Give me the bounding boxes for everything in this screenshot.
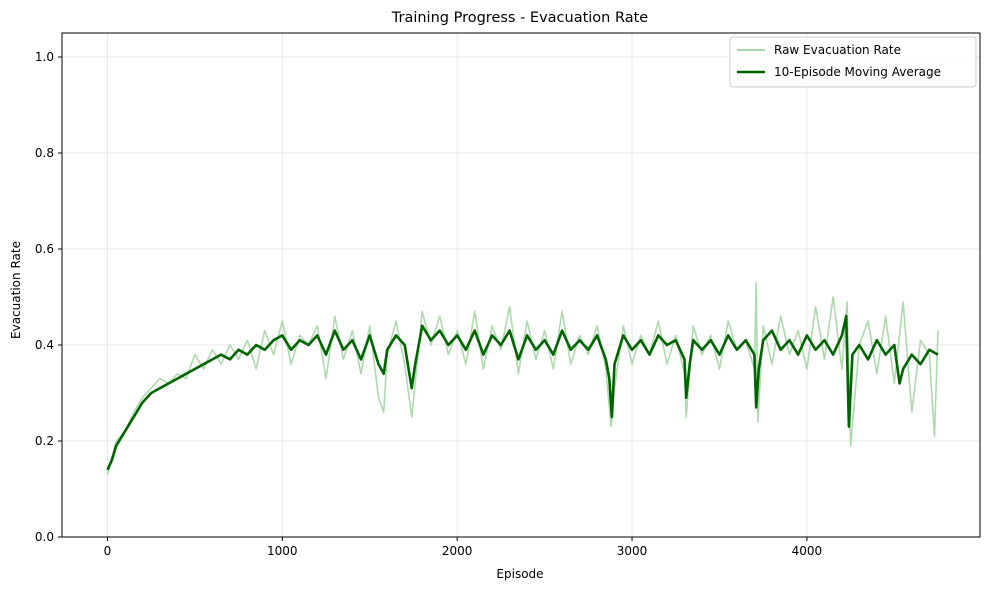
raw-evacuation-rate-line — [106, 281, 939, 475]
axes: 0 1000 2000 3000 4000 0.0 0.2 0.4 0.6 0.8 1.0 — [35, 32, 981, 558]
y-tick-label: 0.4 — [35, 338, 54, 352]
y-tick-label: 1.0 — [35, 50, 54, 64]
grid — [62, 33, 980, 538]
y-tick-label: 0.6 — [35, 242, 54, 256]
moving-average-line — [106, 314, 939, 471]
legend: Raw Evacuation Rate 10-Episode Moving Av… — [729, 36, 977, 88]
x-tick-label: 0 — [104, 544, 112, 558]
y-tick-label: 0.2 — [35, 434, 54, 448]
y-tick-label: 0.0 — [35, 530, 54, 544]
x-tick-label: 4000 — [792, 544, 823, 558]
x-tick-label: 3000 — [617, 544, 648, 558]
y-axis-label: Evacuation Rate — [9, 241, 23, 339]
legend-box — [729, 36, 977, 88]
y-tick-label: 0.8 — [35, 146, 54, 160]
plot-frame — [61, 32, 981, 538]
x-axis-label: Episode — [496, 567, 543, 581]
x-tick-label: 2000 — [442, 544, 473, 558]
x-tick-label: 1000 — [267, 544, 298, 558]
series-layer — [106, 281, 939, 475]
chart-title: Training Progress - Evacuation Rate — [391, 10, 649, 26]
legend-label-raw: Raw Evacuation Rate — [774, 43, 901, 57]
legend-label-moving-average: 10-Episode Moving Average — [774, 65, 941, 79]
